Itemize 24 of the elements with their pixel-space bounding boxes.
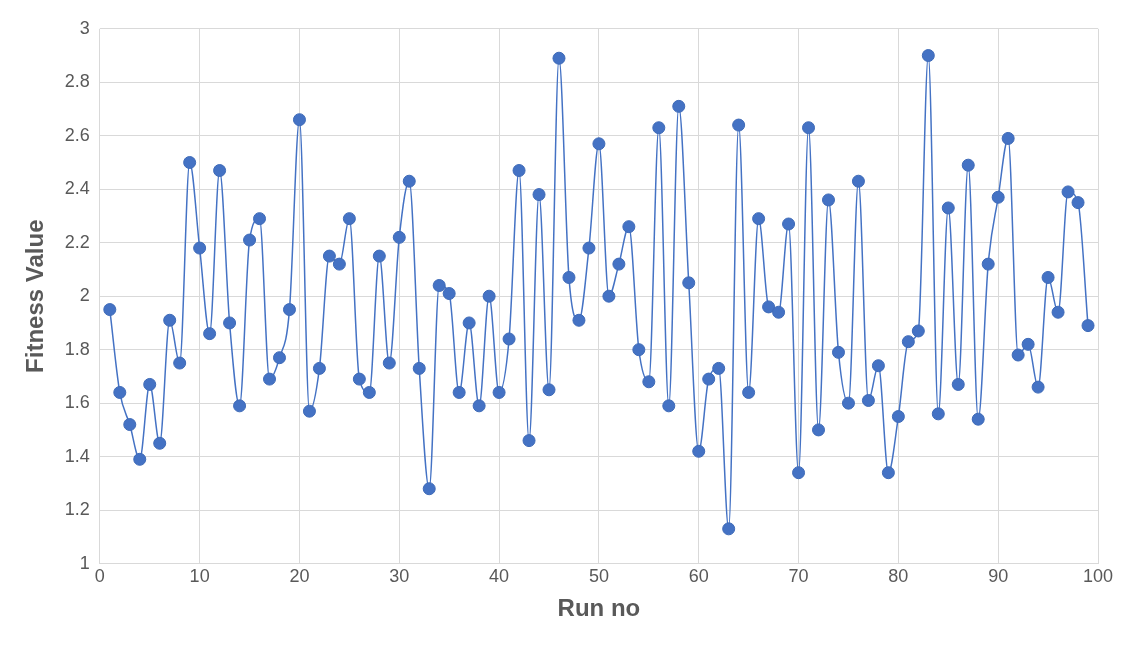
- x-tick-label: 80: [888, 566, 909, 587]
- x-tick-label: 90: [988, 566, 1009, 587]
- y-tick-label: 1: [79, 552, 90, 573]
- x-tick-label: 30: [389, 566, 410, 587]
- x-axis-title: Run no: [557, 594, 641, 622]
- y-tick-label: 2.6: [64, 124, 90, 145]
- x-tick-label: 60: [688, 566, 709, 587]
- x-tick-label: 20: [289, 566, 310, 587]
- y-tick-label: 2: [79, 285, 90, 306]
- x-tick-label: 100: [1082, 566, 1114, 587]
- x-tick-label: 50: [588, 566, 609, 587]
- y-axis-title: Fitness Value: [21, 219, 49, 373]
- x-tick-label: 0: [94, 566, 105, 587]
- x-tick-label: 70: [788, 566, 809, 587]
- y-tick-label: 1.6: [64, 392, 90, 413]
- y-tick-label: 2.4: [64, 178, 90, 199]
- y-tick-label: 1.2: [64, 499, 90, 520]
- x-tick-label: 10: [189, 566, 210, 587]
- y-tick-label: 1.8: [64, 338, 90, 359]
- y-tick-label: 2.8: [64, 71, 90, 92]
- y-tick-label: 2.2: [64, 231, 90, 252]
- y-tick-label: 3: [79, 17, 90, 38]
- y-tick-label: 1.4: [64, 445, 90, 466]
- x-tick-label: 40: [489, 566, 510, 587]
